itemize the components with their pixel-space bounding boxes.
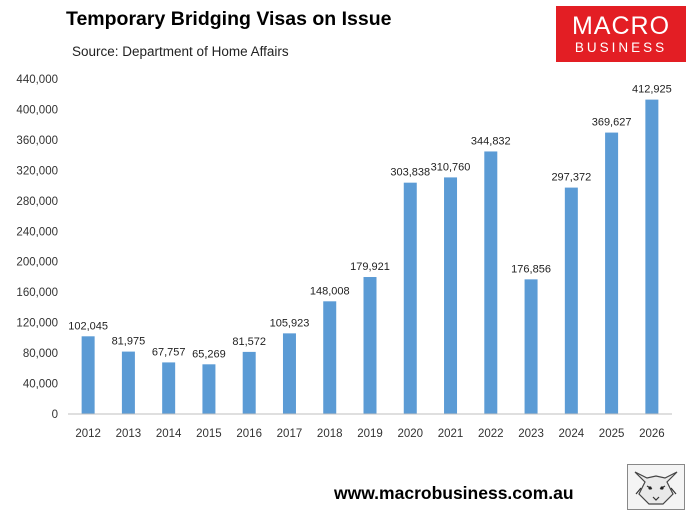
x-tick-label: 2024 xyxy=(559,428,585,440)
data-label-2021: 310,760 xyxy=(431,161,471,173)
y-tick-label: 120,000 xyxy=(16,318,58,330)
bar-2013 xyxy=(121,351,135,414)
bar-2022 xyxy=(484,151,498,414)
x-tick-label: 2018 xyxy=(317,428,343,440)
x-tick-label: 2019 xyxy=(357,428,383,440)
logo-line-business: BUSINESS xyxy=(574,40,668,55)
data-label-2018: 148,008 xyxy=(310,285,350,297)
y-axis: 0 40,000 80,000 120,000 160,000 200,000 240,00… xyxy=(16,74,58,421)
x-axis: 2012 2013 2014 2015 2016 2017 2018 2019 2020 2021… xyxy=(75,428,664,440)
bars-group: 102,045 81,975 67,757 65,269 81,572 105,923 14… xyxy=(68,84,672,414)
y-tick-label: 0 xyxy=(52,409,58,421)
x-tick-label: 2022 xyxy=(478,428,504,440)
y-tick-label: 400,000 xyxy=(16,104,58,116)
data-label-2017: 105,923 xyxy=(270,317,310,329)
bar-chart: 0 40,000 80,000 120,000 160,000 200,000 240,00… xyxy=(16,74,672,440)
data-label-2019: 179,921 xyxy=(350,261,390,273)
x-tick-label: 2013 xyxy=(116,428,142,440)
bar-2025 xyxy=(605,132,619,414)
data-label-2022: 344,832 xyxy=(471,135,511,147)
data-label-2026: 412,925 xyxy=(632,84,672,96)
data-label-2020: 303,838 xyxy=(390,167,430,179)
y-tick-label: 160,000 xyxy=(16,287,58,299)
bar-2017 xyxy=(282,333,296,414)
bar-2012 xyxy=(81,336,95,414)
x-tick-label: 2016 xyxy=(236,428,262,440)
bar-2023 xyxy=(524,279,538,414)
bar-2018 xyxy=(323,301,337,414)
bar-2014 xyxy=(162,362,176,414)
y-tick-label: 40,000 xyxy=(23,379,58,391)
y-tick-label: 440,000 xyxy=(16,74,58,86)
bar-2021 xyxy=(444,177,458,414)
fox-sketch-icon xyxy=(627,464,685,510)
data-label-2023: 176,856 xyxy=(511,263,551,275)
data-label-2016: 81,572 xyxy=(232,336,266,348)
macrobusiness-logo: MACRO BUSINESS xyxy=(556,6,686,62)
x-tick-label: 2023 xyxy=(518,428,544,440)
bar-2024 xyxy=(564,187,578,414)
x-tick-label: 2026 xyxy=(639,428,665,440)
x-tick-label: 2021 xyxy=(438,428,464,440)
x-tick-label: 2020 xyxy=(397,428,423,440)
y-tick-label: 280,000 xyxy=(16,196,58,208)
y-tick-label: 320,000 xyxy=(16,165,58,177)
bar-2019 xyxy=(363,277,377,414)
bar-2015 xyxy=(202,364,216,414)
footer-url: www.macrobusiness.com.au xyxy=(334,483,574,503)
bar-2020 xyxy=(403,182,417,414)
y-tick-label: 360,000 xyxy=(16,135,58,147)
chart-subtitle: Source: Department of Home Affairs xyxy=(72,44,289,59)
data-label-2014: 67,757 xyxy=(152,346,186,358)
y-tick-label: 200,000 xyxy=(16,257,58,269)
y-tick-label: 80,000 xyxy=(23,348,58,360)
x-tick-label: 2015 xyxy=(196,428,222,440)
data-label-2012: 102,045 xyxy=(68,320,108,332)
x-tick-label: 2014 xyxy=(156,428,182,440)
x-tick-label: 2017 xyxy=(277,428,303,440)
data-label-2024: 297,372 xyxy=(551,172,591,184)
x-tick-label: 2025 xyxy=(599,428,625,440)
data-label-2025: 369,627 xyxy=(592,117,632,129)
x-tick-label: 2012 xyxy=(75,428,101,440)
logo-line-macro: MACRO xyxy=(571,12,671,40)
y-tick-label: 240,000 xyxy=(16,226,58,238)
data-label-2013: 81,975 xyxy=(112,336,146,348)
bar-2026 xyxy=(645,99,659,414)
data-label-2015: 65,269 xyxy=(192,348,226,360)
bar-2016 xyxy=(242,351,256,414)
chart-title: Temporary Bridging Visas on Issue xyxy=(66,8,392,30)
